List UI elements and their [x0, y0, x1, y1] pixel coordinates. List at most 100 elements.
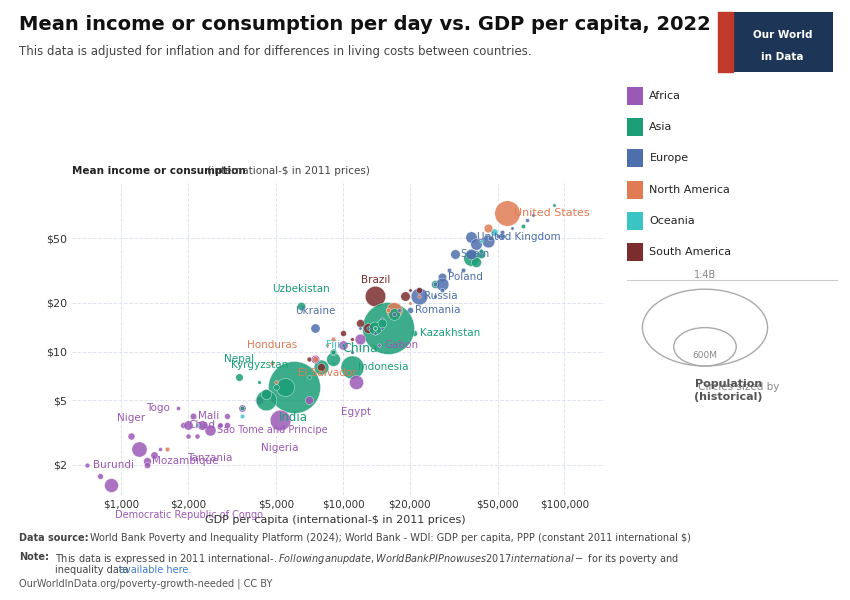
Text: Indonesia: Indonesia — [358, 362, 408, 372]
Point — [526, 210, 540, 220]
Text: United Kingdom: United Kingdom — [477, 232, 561, 242]
Point — [326, 334, 340, 344]
Text: inequality data: inequality data — [55, 565, 132, 575]
Point — [354, 318, 367, 328]
Point — [369, 323, 382, 333]
Point — [435, 280, 449, 289]
Point — [469, 257, 483, 266]
Text: 600M: 600M — [693, 351, 717, 360]
Text: Russia: Russia — [424, 291, 458, 301]
Point — [469, 239, 483, 249]
Point — [491, 231, 505, 241]
Point — [314, 362, 328, 372]
Point — [190, 421, 204, 430]
Point — [80, 460, 94, 470]
Point — [349, 377, 363, 386]
Point — [474, 246, 488, 256]
Text: available here.: available here. — [119, 565, 191, 575]
Text: China: China — [343, 342, 378, 355]
Point — [354, 334, 367, 344]
Point — [369, 323, 382, 333]
Point — [326, 347, 340, 356]
Point — [302, 354, 315, 364]
Point — [465, 232, 479, 242]
Point — [195, 421, 208, 430]
Text: GDP per capita (international-$ in 2011 prices): GDP per capita (international-$ in 2011 … — [206, 515, 466, 525]
Point — [435, 272, 449, 281]
Point — [448, 250, 462, 259]
Point — [403, 285, 416, 295]
Text: Honduras: Honduras — [247, 340, 298, 350]
Text: Niger: Niger — [116, 413, 144, 424]
Point — [190, 431, 204, 441]
Text: Africa: Africa — [649, 91, 682, 101]
Point — [235, 411, 249, 421]
Point — [375, 318, 388, 328]
Point — [265, 395, 279, 405]
Point — [309, 354, 322, 364]
Point — [326, 347, 340, 356]
Point — [220, 411, 234, 421]
Text: Chad: Chad — [189, 421, 216, 430]
Point — [428, 280, 442, 289]
Point — [302, 395, 315, 405]
Point — [203, 425, 217, 434]
Point — [403, 305, 416, 315]
Text: Circles sized by: Circles sized by — [698, 382, 779, 392]
Point — [94, 472, 107, 481]
Point — [465, 250, 479, 259]
Point — [516, 221, 530, 230]
Point — [273, 415, 286, 424]
Point — [382, 305, 395, 315]
Point — [259, 389, 273, 398]
Point — [428, 280, 442, 289]
Point — [345, 362, 359, 372]
Point — [481, 236, 495, 246]
Point — [369, 323, 382, 333]
Text: Uzbekistan: Uzbekistan — [273, 284, 331, 293]
Point — [369, 292, 382, 301]
Text: Kyrgyzstan: Kyrgyzstan — [231, 360, 288, 370]
Point — [160, 444, 173, 454]
Point — [252, 377, 266, 386]
Point — [132, 444, 145, 454]
Point — [465, 253, 479, 263]
Text: (historical): (historical) — [694, 392, 762, 402]
Point — [345, 334, 359, 344]
Point — [181, 421, 195, 430]
Point — [388, 310, 401, 319]
Point — [393, 305, 406, 315]
Point — [336, 340, 349, 350]
Point — [505, 223, 518, 233]
Point — [213, 421, 227, 430]
Text: 1:4B: 1:4B — [694, 269, 716, 280]
Point — [375, 323, 388, 333]
Text: United States: United States — [514, 208, 590, 218]
Text: Our World: Our World — [753, 30, 813, 40]
Point — [147, 450, 161, 460]
Point — [336, 340, 349, 350]
Text: Fiji: Fiji — [326, 340, 340, 350]
Point — [483, 233, 496, 243]
Point — [345, 347, 359, 356]
Text: Asia: Asia — [649, 122, 672, 132]
Point — [213, 421, 227, 430]
Text: India: India — [280, 410, 309, 424]
Point — [407, 328, 421, 338]
Point — [382, 323, 395, 333]
Point — [252, 395, 266, 405]
Text: Sao Tome and Principe: Sao Tome and Principe — [217, 425, 327, 436]
Point — [474, 236, 488, 246]
Text: Note:: Note: — [19, 552, 48, 562]
Point — [235, 403, 249, 413]
Point — [428, 292, 442, 301]
Point — [336, 328, 349, 338]
Point — [105, 480, 118, 490]
Point — [403, 298, 416, 308]
Point — [412, 285, 426, 295]
Point — [309, 354, 322, 364]
Point — [388, 305, 401, 315]
Bar — [718, 12, 734, 72]
Point — [474, 250, 488, 259]
Text: This data is adjusted for inflation and for differences in living costs between : This data is adjusted for inflation and … — [19, 45, 531, 58]
